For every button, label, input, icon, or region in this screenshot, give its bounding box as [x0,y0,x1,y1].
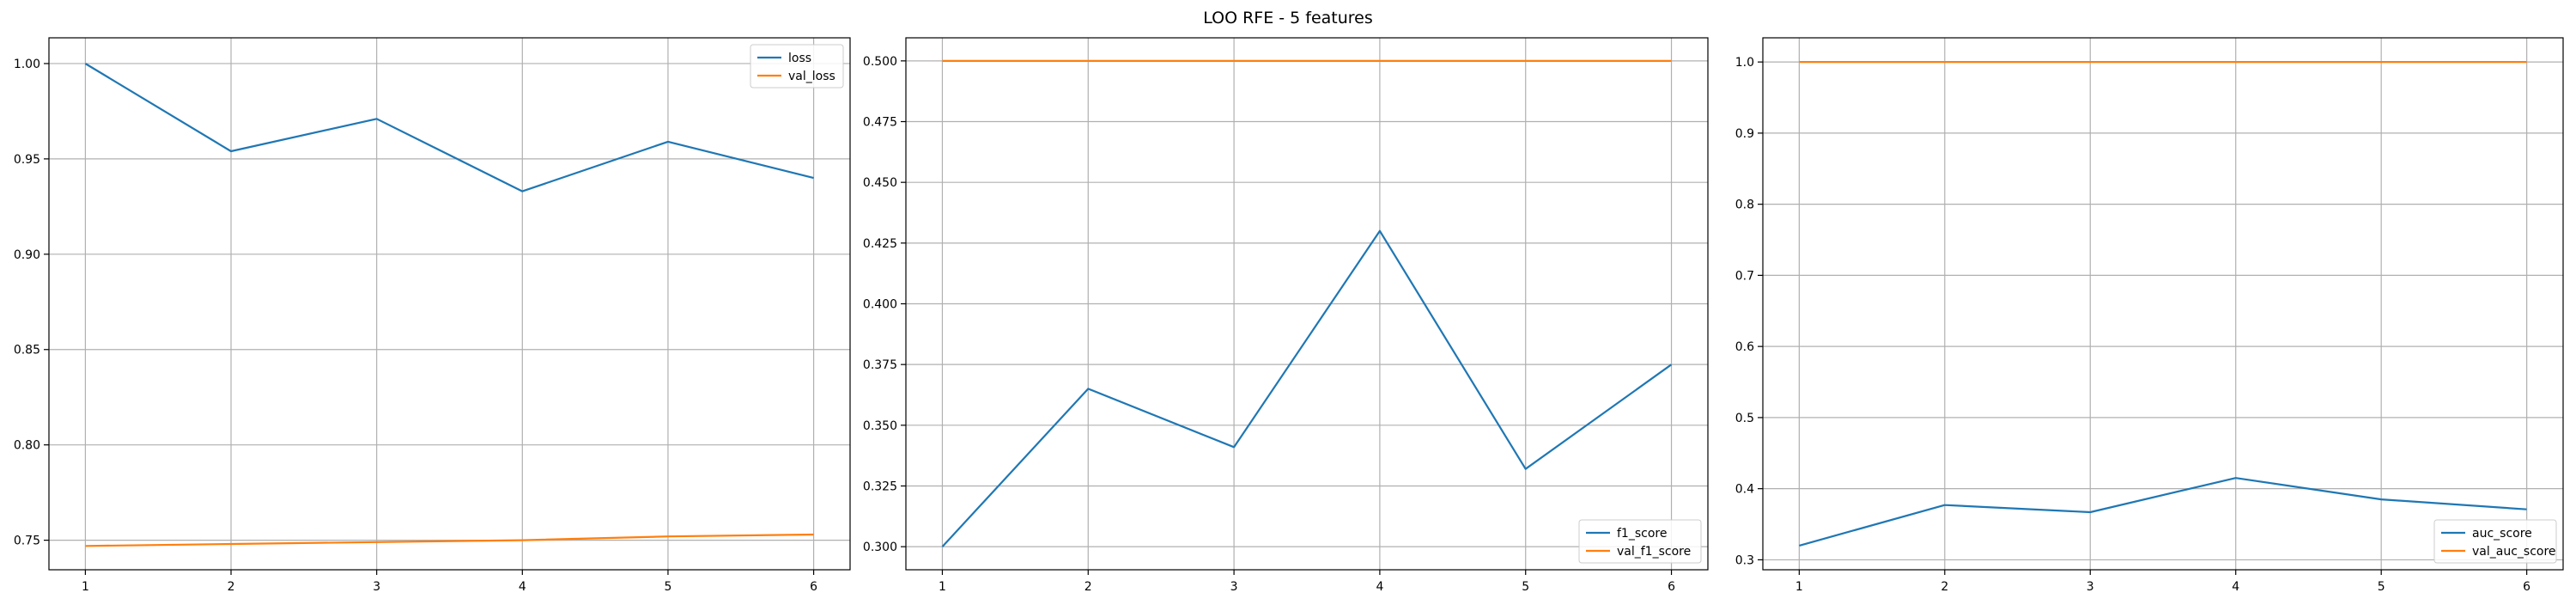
axes-frame [1762,37,2564,571]
legend-box [2433,519,2557,564]
x-tick-label: 2 [1941,580,1948,594]
y-tick-label: 0.9 [1735,127,1754,141]
y-tick-label: 0.425 [863,237,897,251]
y-tick-label: 0.325 [863,480,897,493]
x-tick-label: 3 [1230,580,1238,594]
y-tick-label: 0.6 [1735,340,1754,354]
y-tick-label: 0.450 [863,176,897,190]
y-tick-label: 0.3 [1735,553,1754,567]
legend: auc_score val_auc_score [2433,519,2557,564]
x-tick-label: 1 [939,580,946,594]
x-tick-label: 1 [1795,580,1803,594]
y-tick-label: 0.375 [863,358,897,372]
y-tick-label: 0.500 [863,55,897,69]
x-tick-label: 5 [2378,580,2385,594]
legend-label: val_auc_score [2472,545,2556,559]
y-tick-label: 0.8 [1735,199,1754,212]
x-tick-label: 4 [1376,580,1383,594]
subplot-3: 1 2 3 4 5 6 0.3 0.4 0.5 0.6 0.7 0.8 0.9 1.0 auc_scorev… [1735,37,2564,594]
series-line-f1_score [941,229,1673,547]
y-tick-label: 0.475 [863,116,897,130]
x-tick-label: 2 [1084,580,1092,594]
legend-box [750,44,844,89]
x-tick-label: 2 [228,580,235,594]
legend-label: loss [788,52,811,65]
subplot-1: 1 2 3 4 5 6 0.75 0.80 0.85 0.90 0.95 1.00 loss val_lo… [14,37,851,594]
legend: loss val_loss [750,44,844,89]
y-tick-label: 0.80 [14,439,40,453]
y-tick-label: 0.90 [14,248,40,262]
axes-frame [905,37,1709,571]
subplot-2: 1 2 3 4 5 6 0.300 0.325 0.350 0.375 0.400 0.425 0.45… [863,37,1709,594]
y-tick-label: 0.95 [14,153,40,167]
y-tick-label: 0.5 [1735,412,1754,425]
legend: f1_score val_f1_score [1578,519,1702,564]
x-tick-label: 3 [373,580,380,594]
axes-frame [48,37,851,571]
x-tick-label: 4 [2232,580,2239,594]
y-tick-label: 0.7 [1735,269,1754,283]
y-tick-label: 1.00 [14,58,40,71]
series-line-val_loss [85,533,814,547]
x-tick-label: 6 [1668,580,1675,594]
x-tick-label: 3 [2087,580,2094,594]
x-tick-label: 5 [1522,580,1529,594]
y-tick-label: 0.75 [14,535,40,548]
legend-label: f1_score [1617,527,1667,541]
y-tick-label: 0.4 [1735,483,1754,497]
x-tick-label: 4 [519,580,526,594]
x-tick-label: 1 [82,580,89,594]
y-tick-label: 0.85 [14,344,40,358]
y-tick-label: 0.350 [863,419,897,433]
y-tick-label: 1.0 [1735,56,1754,70]
legend-label: val_f1_score [1617,545,1691,559]
x-tick-label: 5 [664,580,671,594]
legend-label: auc_score [2472,527,2532,541]
figure-title: LOO RFE - 5 features [1203,9,1373,28]
x-tick-label: 6 [2523,580,2530,594]
legend-box [1578,519,1702,564]
x-tick-label: 6 [810,580,817,594]
y-tick-label: 0.300 [863,541,897,554]
series-line-loss [84,63,814,192]
series-line-auc_score [1799,477,2527,547]
legend-label: val_loss [788,70,835,83]
y-tick-label: 0.400 [863,298,897,312]
